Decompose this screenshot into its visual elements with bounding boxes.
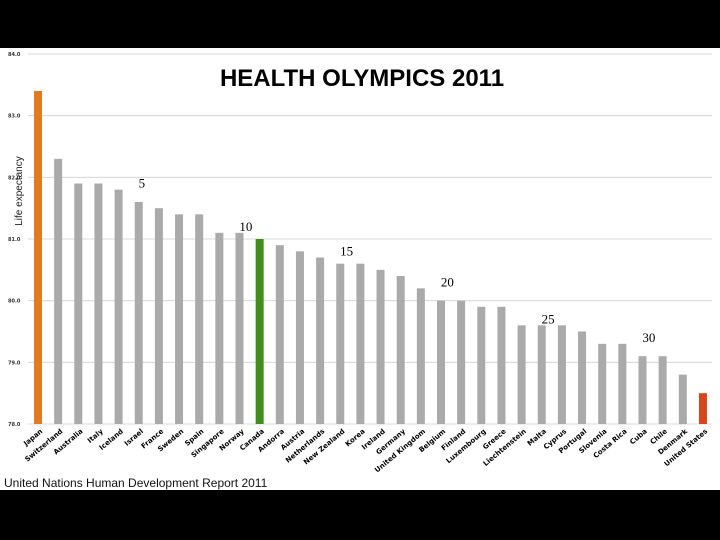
bar — [134, 202, 143, 424]
bar — [437, 300, 445, 424]
y-tick-label: 80.0 — [8, 299, 21, 305]
bar — [175, 214, 184, 424]
bar — [195, 214, 204, 424]
slide: 84.0 83.0 82.0 81.0 80.0 79.0 78.0 Japan Switze… — [0, 48, 720, 490]
bar — [94, 183, 103, 424]
bar — [114, 189, 123, 424]
y-axis-label: Life expectancy — [14, 156, 25, 226]
y-tick-label: 84.0 — [8, 52, 21, 58]
bar — [275, 245, 284, 424]
gridlines — [28, 53, 712, 425]
bar — [255, 239, 264, 424]
bar — [154, 208, 163, 424]
bar — [356, 263, 365, 424]
bar — [557, 325, 566, 424]
y-tick-label: 79.0 — [8, 360, 21, 366]
rank-label: 15 — [340, 244, 353, 259]
rank-label: 25 — [542, 311, 555, 326]
bar — [477, 306, 486, 424]
bar — [235, 232, 244, 424]
bar — [517, 325, 526, 424]
chart-title: HEALTH OLYMPICS 2011 — [220, 65, 504, 92]
bar — [598, 343, 607, 424]
y-axis-ticks: 84.0 83.0 82.0 81.0 80.0 79.0 78.0 — [8, 52, 21, 428]
x-tick-label: Cuba — [628, 427, 649, 446]
y-tick-label: 81.0 — [8, 237, 21, 243]
bar — [316, 257, 325, 424]
y-tick-label: 83.0 — [8, 114, 21, 120]
rank-label: 20 — [441, 274, 454, 289]
bar — [416, 288, 425, 424]
bar — [295, 251, 304, 424]
bars — [34, 91, 707, 424]
bar — [54, 158, 63, 424]
rank-annotations: 5 10 15 20 25 30 — [139, 176, 656, 345]
bar — [497, 306, 506, 424]
bar — [658, 356, 667, 424]
bar — [698, 393, 707, 424]
bar — [336, 263, 345, 424]
y-tick-label: 82.0 — [8, 175, 21, 181]
bar — [578, 331, 587, 424]
bar — [215, 232, 224, 424]
bar — [396, 276, 405, 424]
bar — [457, 300, 466, 424]
bar — [376, 269, 385, 424]
bar — [537, 325, 546, 424]
y-tick-label: 78.0 — [8, 422, 21, 428]
rank-label: 30 — [642, 330, 655, 345]
bar — [74, 183, 83, 424]
rank-label: 5 — [139, 176, 146, 191]
bar — [618, 343, 627, 424]
bar — [34, 91, 42, 424]
bar — [678, 374, 687, 424]
source-note: United Nations Human Development Report … — [4, 476, 268, 490]
life-expectancy-chart: 84.0 83.0 82.0 81.0 80.0 79.0 78.0 JapanSwitze… — [4, 52, 712, 490]
rank-label: 10 — [239, 219, 252, 234]
bar — [638, 356, 647, 424]
